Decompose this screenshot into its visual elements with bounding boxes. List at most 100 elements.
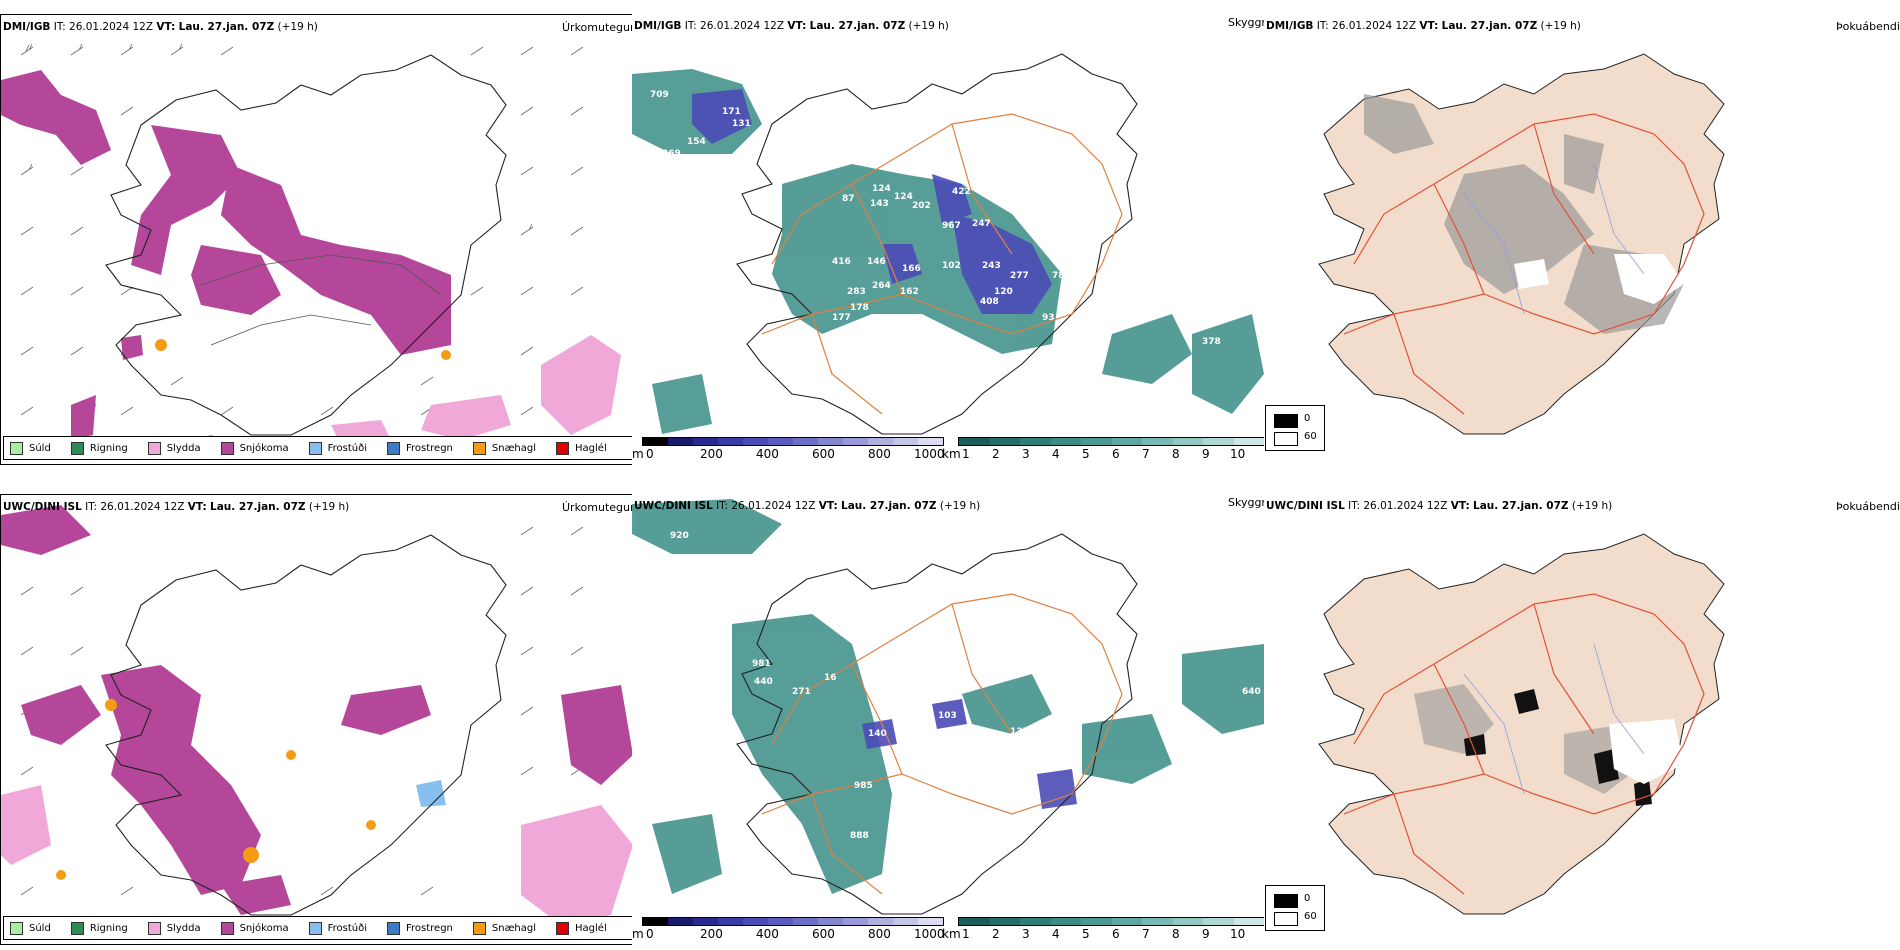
legend-item: Súld (10, 921, 51, 935)
colorbar-segment (668, 918, 693, 925)
precip-type-map (1, 505, 633, 925)
legend-item: Snjókoma (220, 921, 289, 935)
vis-tick: 7 (1142, 447, 1150, 461)
visibility-label: 87 (842, 194, 855, 204)
precip-type-title: Úrkomutegund (562, 21, 633, 34)
visibility-label: 888 (850, 831, 869, 841)
visibility-panel-bottom: 920 981 440 271 16 140 103 135 127 634 9… (632, 494, 1264, 945)
legend-item: Frostregn (387, 921, 453, 935)
panel-title-bottom-2: UWC/DINI ISL IT: 26.01.2024 12Z VT: Lau.… (634, 500, 981, 512)
colorbar-segment (1081, 438, 1112, 445)
legend-item: Slydda (147, 921, 201, 935)
colorbar-segment (743, 438, 768, 445)
panel-title-bottom-1: UWC/DINI ISL IT: 26.01.2024 12Z VT: Lau.… (3, 501, 350, 513)
vis-tick: 5 (1082, 447, 1090, 461)
colorbar-segment (1233, 918, 1264, 925)
colorbar-segment (668, 438, 693, 445)
fog-title: Þokuábendi (1836, 500, 1900, 513)
colorbar-segment (1172, 918, 1203, 925)
low-ceiling-areas (862, 699, 1077, 809)
colorbar-segment (959, 918, 990, 925)
colorbar-segment (868, 438, 893, 445)
legend-item: Haglél (556, 921, 607, 935)
legend-item: Frostregn (387, 441, 453, 455)
colorbar-segment (818, 918, 843, 925)
precip-type-panel-bottom: UWC/DINI ISL IT: 26.01.2024 12Z VT: Lau.… (0, 494, 634, 945)
ceiling-tick: 800 (868, 447, 891, 461)
vis-tick: 7 (1142, 927, 1150, 941)
colorbar-segment (959, 438, 990, 445)
freezing-drizzle-areas (416, 780, 446, 807)
legend-item: Frostúði (308, 921, 367, 935)
visibility-value-labels: 709 171 131 114 369 154 124 87 143 124 4… (650, 90, 1221, 407)
colorbar-segment (843, 438, 868, 445)
vis-tick: 10 (1230, 927, 1246, 941)
precip-type-title: Úrkomutegund (562, 501, 633, 514)
visibility-label: 202 (912, 201, 931, 211)
visibility-areas (632, 499, 1264, 894)
legend-item: Súld (10, 441, 51, 455)
visibility-label: 135 (1010, 727, 1029, 737)
visibility-label: 171 (722, 107, 741, 117)
vis-tick: 6 (1112, 927, 1120, 941)
wind-barbs (20, 523, 584, 896)
panel-title-top-2: DMI/IGB IT: 26.01.2024 12Z VT: Lau. 27.j… (634, 20, 949, 32)
vis-tick: 8 (1172, 447, 1180, 461)
ceiling-tick: 200 (700, 447, 723, 461)
ceiling-tick: 400 (756, 447, 779, 461)
legend-item: Haglél (556, 441, 607, 455)
colorbar-segment (989, 918, 1020, 925)
vis-tick: 1 (962, 447, 970, 461)
colorbar-segment (643, 918, 668, 925)
visibility-label: 16 (824, 673, 837, 683)
visibility-label: 177 (832, 313, 851, 323)
colorbar-segment (918, 918, 943, 925)
colorbar-segment (793, 918, 818, 925)
legend-item: Snæhagl (472, 441, 536, 455)
colorbar-segment (718, 438, 743, 445)
visibility-label: 102 (942, 261, 961, 271)
visibility-map: 709 171 131 114 369 154 124 87 143 124 4… (632, 53, 1264, 435)
road-network (761, 593, 1123, 895)
road-network (1343, 113, 1705, 415)
rivers (1463, 163, 1645, 315)
colorbar-segment (693, 918, 718, 925)
visibility-label: 120 (994, 287, 1013, 297)
low-ceiling-areas (692, 89, 1052, 314)
snow-areas (1, 70, 451, 355)
vis-tick: 9 (1202, 447, 1210, 461)
visibility-label: 154 (687, 137, 706, 147)
visibility-title: Skyggni (1228, 16, 1264, 29)
visibility-label: 103 (938, 711, 957, 721)
visibility-label: 247 (972, 219, 991, 229)
vis-tick: 4 (1052, 927, 1060, 941)
colorbar-segment (868, 918, 893, 925)
vis-tick: 5 (1082, 927, 1090, 941)
colorbar-segment (768, 918, 793, 925)
colorbar-segment (843, 918, 868, 925)
visibility-label: 356 (1172, 381, 1191, 391)
visibility-label: 151 (762, 291, 781, 301)
visibility-label: 131 (732, 119, 751, 129)
colorbar-segment (1050, 438, 1081, 445)
fog-legend-bottom: 0 60 (1265, 885, 1325, 931)
rivers (1463, 643, 1645, 795)
visibility-label: 132 (894, 867, 913, 877)
visibility-label: 416 (832, 257, 851, 267)
coastline (105, 534, 507, 916)
visibility-label: 162 (900, 287, 919, 297)
colorbar-segment (768, 438, 793, 445)
visibility-label: 522 (712, 397, 731, 407)
vis-tick: 3 (1022, 927, 1030, 941)
ceiling-tick: 800 (868, 927, 891, 941)
colorbar-segment (718, 918, 743, 925)
coastline (736, 533, 1138, 915)
colorbar-segment (1142, 438, 1173, 445)
vis-unit: km (942, 927, 961, 941)
vis-unit: km (942, 447, 961, 461)
ceiling-tick: 0 (646, 927, 654, 941)
visibility-label: 378 (1202, 337, 1221, 347)
vis-tick: 2 (992, 447, 1000, 461)
legend-item: Snæhagl (472, 921, 536, 935)
visibility-label: 985 (854, 781, 873, 791)
